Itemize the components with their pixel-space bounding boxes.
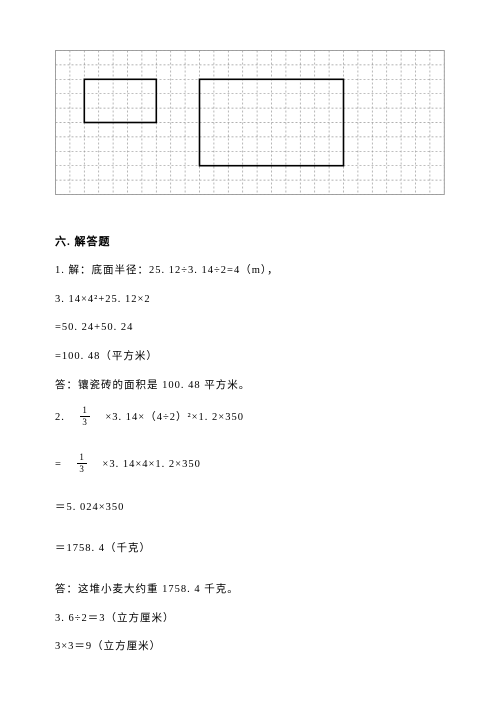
problem-3-line-1: 3. 6÷2＝3（立方厘米） [55,612,445,627]
problem-1-line-1: 1. 解：底面半径：25. 12÷3. 14÷2=4（m）， [55,264,445,279]
problem-1-line-2: 3. 14×4²+25. 12×2 [55,293,445,308]
fraction-denominator: 3 [80,417,90,427]
grid-figure [55,50,445,195]
problem-2-rest: ×3. 14×（4÷2）²×1. 2×350 [94,412,244,423]
fraction-numerator: 1 [80,406,90,417]
fraction-1-3: 13 [80,406,90,427]
problem-2-prefix: 2. [55,412,76,423]
problem-2-line-4: ＝1758. 4（千克） [55,542,445,557]
fraction-1-3: 13 [77,453,87,474]
problem-1-answer: 答：镶瓷砖的面积是 100. 48 平方米。 [55,379,445,394]
section-title: 六. 解答题 [55,233,445,249]
problem-1-line-3: =50. 24+50. 24 [55,321,445,336]
problem-1-line-4: =100. 48（平方米） [55,350,445,365]
problem-2-line-3: ＝5. 024×350 [55,501,445,516]
grid-svg [55,50,445,195]
problem-2-eq-prefix: = [55,459,73,470]
fraction-numerator: 1 [77,453,87,464]
problem-2-answer: 答：这堆小麦大约重 1758. 4 千克。 [55,583,445,598]
problem-2-line-1: 2. 13 ×3. 14×（4÷2）²×1. 2×350 [55,407,445,428]
fraction-denominator: 3 [77,464,87,474]
problem-2-line-2: = 13 ×3. 14×4×1. 2×350 [55,454,445,475]
problem-2-eq-rest: ×3. 14×4×1. 2×350 [91,459,201,470]
problem-3-line-2: 3×3＝9（立方厘米） [55,640,445,655]
